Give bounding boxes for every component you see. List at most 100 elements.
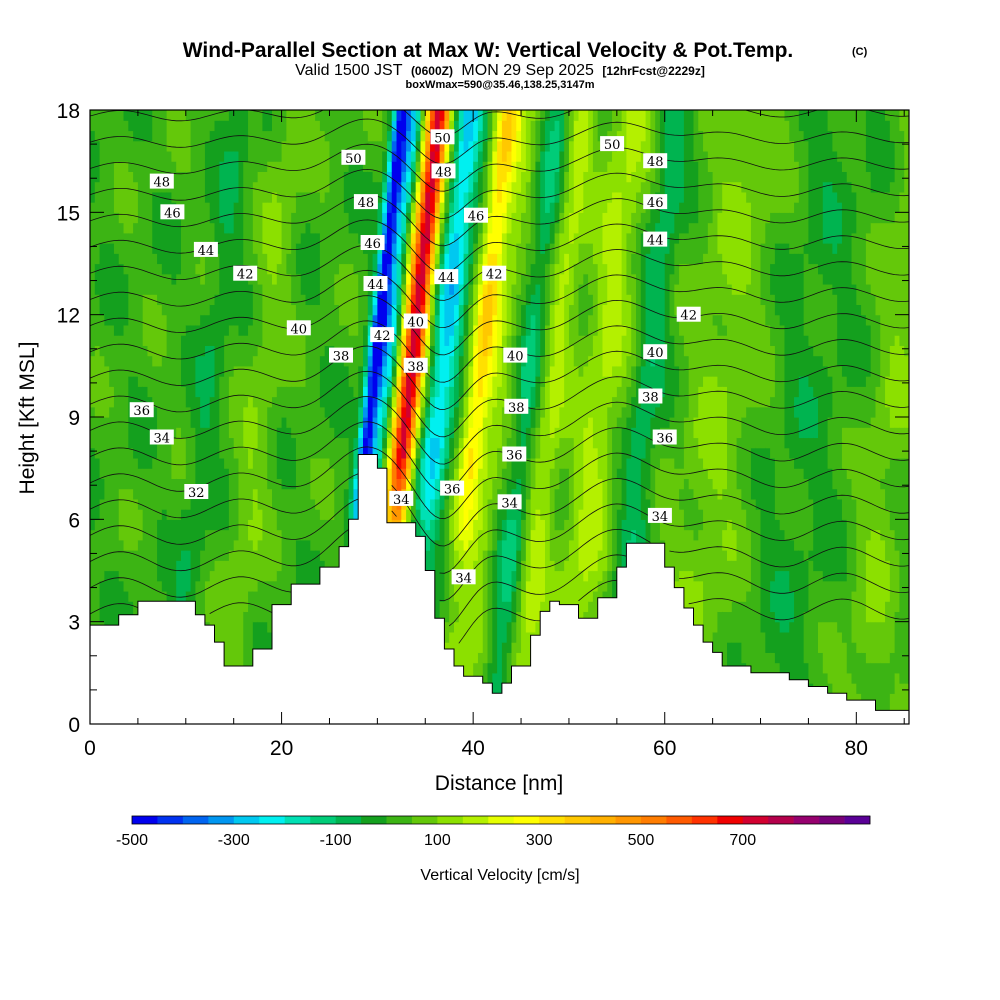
w-cell [588, 110, 594, 244]
w-cell [104, 570, 110, 643]
w-cell [583, 243, 589, 275]
w-cell [765, 447, 771, 653]
contour-label-text: 38 [508, 401, 525, 416]
contour-label: 44 [193, 241, 218, 259]
w-cell [137, 140, 144, 387]
w-cell [784, 447, 790, 541]
w-cell [511, 335, 517, 449]
w-cell [482, 253, 489, 265]
w-cell [228, 550, 235, 674]
w-cell [827, 376, 833, 418]
w-cell [363, 110, 369, 132]
w-cell [324, 417, 331, 459]
w-cell [789, 140, 795, 213]
w-cell [142, 110, 149, 142]
w-cell [343, 263, 350, 326]
colorbar-swatch [437, 816, 464, 824]
w-cell [487, 140, 493, 162]
contour-label: 32 [184, 484, 209, 501]
w-cell [722, 273, 728, 326]
w-cell [880, 110, 886, 193]
w-cell [420, 427, 426, 439]
w-cell [367, 314, 374, 326]
w-cell [659, 457, 666, 541]
w-cell [176, 560, 182, 602]
w-cell [430, 212, 436, 224]
w-cell [300, 386, 307, 541]
w-cell [444, 110, 450, 121]
w-cell [224, 335, 230, 469]
w-cell [99, 478, 105, 500]
w-cell [774, 314, 781, 520]
contour-label: 40 [286, 320, 311, 337]
w-cell [789, 457, 795, 541]
w-cell [430, 539, 436, 572]
w-cell [688, 263, 695, 490]
w-cell [454, 181, 460, 213]
colorbar-swatch [742, 816, 769, 824]
w-cell [248, 283, 254, 326]
w-cell [324, 457, 331, 520]
w-cell [410, 294, 417, 306]
w-cell [367, 294, 374, 316]
w-cell [123, 232, 129, 275]
w-cell [727, 110, 733, 183]
w-cell [410, 396, 417, 408]
w-cell [425, 335, 431, 346]
w-cell [123, 324, 129, 490]
w-cell [454, 376, 460, 408]
x-tick-label: 60 [653, 737, 676, 760]
w-cell [252, 447, 259, 490]
w-cell [841, 427, 848, 469]
w-cell [434, 294, 441, 316]
w-cell [861, 427, 867, 653]
w-cell [458, 447, 465, 469]
w-cell [621, 376, 628, 408]
w-cell [386, 386, 393, 398]
w-cell [626, 417, 632, 459]
w-cell [257, 283, 264, 346]
w-cell [123, 110, 129, 121]
w-cell [789, 621, 795, 724]
w-cell [468, 478, 474, 510]
w-cell [789, 110, 795, 142]
contour-label-text: 44 [647, 234, 664, 249]
w-cell [396, 355, 402, 367]
w-cell [454, 345, 460, 377]
w-cell [861, 110, 867, 316]
w-cell [396, 478, 402, 500]
colorbar-tick-label: 100 [424, 832, 451, 849]
w-cell [420, 120, 426, 132]
contour-label: 34 [389, 490, 414, 508]
w-cell [382, 447, 388, 459]
w-cell [477, 529, 484, 653]
w-cell [741, 110, 747, 193]
w-cell [310, 191, 316, 234]
w-cell [113, 335, 120, 572]
w-cell [803, 478, 810, 561]
w-cell [827, 621, 833, 684]
w-cell [425, 181, 431, 193]
w-cell [238, 365, 244, 705]
w-cell [454, 488, 460, 551]
w-cell [904, 427, 909, 459]
w-cell [669, 273, 675, 336]
w-cell [607, 406, 613, 572]
w-cell [688, 529, 695, 572]
w-cell [851, 498, 857, 592]
w-cell [133, 181, 139, 224]
w-cell [463, 417, 469, 439]
w-cell [473, 140, 479, 162]
w-cell [501, 120, 508, 162]
w-cell [760, 110, 766, 244]
w-cell [578, 243, 584, 285]
w-cell [406, 243, 412, 254]
w-cell [343, 324, 350, 367]
w-cell [477, 253, 484, 265]
w-cell [386, 437, 393, 449]
w-cell [463, 150, 469, 193]
colorbar-swatch [335, 816, 362, 824]
w-cell [535, 621, 541, 643]
w-cell [621, 335, 628, 377]
w-cell [588, 294, 594, 316]
